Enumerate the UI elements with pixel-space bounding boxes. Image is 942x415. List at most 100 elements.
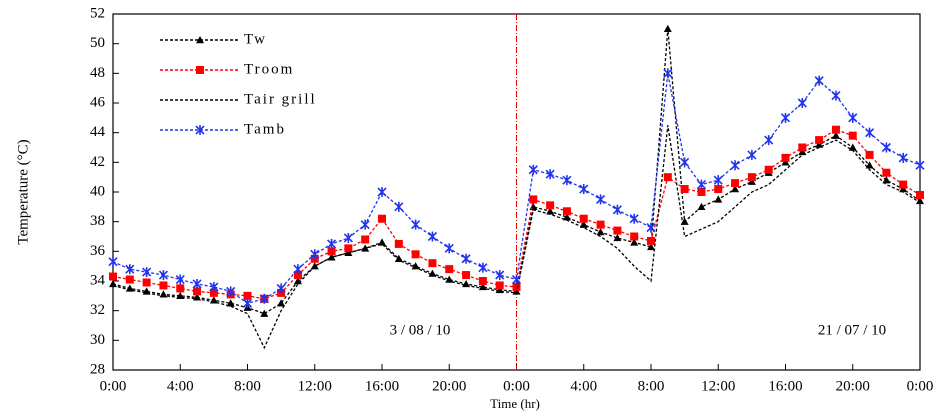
data-point xyxy=(764,135,774,146)
y-tick-label: 50 xyxy=(90,35,105,51)
data-point xyxy=(848,143,857,151)
data-point xyxy=(495,281,504,290)
series-line xyxy=(112,125,921,350)
legend-marker xyxy=(195,125,205,135)
data-point xyxy=(899,180,908,189)
data-point xyxy=(747,177,756,185)
data-point xyxy=(444,243,454,254)
data-point xyxy=(277,299,286,307)
data-point xyxy=(125,264,135,275)
data-point xyxy=(411,262,420,270)
y-tick-label: 44 xyxy=(90,124,106,140)
data-point xyxy=(176,284,185,293)
data-point xyxy=(462,271,471,280)
data-point xyxy=(545,169,555,180)
data-point xyxy=(595,194,606,205)
data-point xyxy=(730,160,740,171)
data-point xyxy=(630,238,639,246)
data-point xyxy=(781,158,790,166)
data-point xyxy=(629,213,639,224)
data-point xyxy=(596,220,605,229)
data-point xyxy=(797,98,807,108)
data-point xyxy=(546,201,555,210)
x-tick-label: 12:00 xyxy=(298,378,332,394)
data-point xyxy=(713,175,723,186)
data-point xyxy=(310,262,319,270)
data-point xyxy=(293,271,302,280)
x-tick-label: 0:00 xyxy=(503,378,530,394)
x-axis-label: Time (hr) xyxy=(490,396,540,411)
y-tick-label: 48 xyxy=(90,65,105,81)
data-point xyxy=(562,207,571,216)
data-point xyxy=(864,127,875,138)
x-tick-label: 0:00 xyxy=(907,378,934,394)
data-point xyxy=(293,264,303,275)
y-tick-label: 40 xyxy=(90,183,105,199)
y-tick-label: 34 xyxy=(90,272,106,288)
data-point xyxy=(596,228,605,236)
data-point xyxy=(579,184,589,195)
legend-label: Tw xyxy=(244,31,267,47)
data-point xyxy=(377,187,387,197)
data-point xyxy=(613,226,622,235)
y-tick-label: 36 xyxy=(90,243,106,259)
data-point xyxy=(780,112,791,123)
data-point xyxy=(360,219,370,230)
x-tick-label: 16:00 xyxy=(768,378,802,394)
data-point xyxy=(394,201,404,212)
data-point xyxy=(158,270,169,281)
data-point xyxy=(815,136,824,145)
data-point xyxy=(613,233,622,242)
y-tick-label: 38 xyxy=(90,213,105,229)
data-point xyxy=(478,262,488,273)
data-point xyxy=(243,291,252,300)
y-tick-label: 30 xyxy=(90,332,105,348)
data-point xyxy=(142,267,152,278)
y-tick-label: 28 xyxy=(90,361,105,377)
data-point xyxy=(529,202,538,211)
data-point xyxy=(361,235,370,244)
y-tick-label: 52 xyxy=(90,5,105,21)
data-point xyxy=(276,283,286,294)
data-point xyxy=(546,207,555,215)
legend-label: Troom xyxy=(244,61,294,77)
y-tick-label: 32 xyxy=(90,302,105,318)
data-point xyxy=(511,274,522,285)
data-point xyxy=(260,309,269,317)
data-point xyxy=(175,274,185,285)
data-point xyxy=(562,175,572,186)
data-point xyxy=(226,286,236,297)
data-point xyxy=(394,254,403,262)
legend-label: Tamb xyxy=(244,121,286,137)
x-tick-label: 16:00 xyxy=(365,378,399,394)
data-point xyxy=(528,164,538,175)
data-point xyxy=(411,250,420,259)
legend-marker xyxy=(196,66,204,74)
data-point xyxy=(109,272,117,281)
data-point xyxy=(831,90,841,101)
data-point xyxy=(848,131,857,140)
data-point xyxy=(646,222,656,233)
x-tick-label: 8:00 xyxy=(638,378,665,394)
x-tick-label: 8:00 xyxy=(234,378,261,394)
data-point xyxy=(916,196,924,205)
data-point xyxy=(495,270,505,281)
data-point xyxy=(731,185,740,193)
data-point xyxy=(831,125,840,134)
data-point xyxy=(764,165,773,174)
data-point xyxy=(478,277,487,285)
data-point xyxy=(411,219,421,230)
data-point xyxy=(663,68,673,79)
data-point xyxy=(327,247,336,256)
data-point xyxy=(445,265,454,274)
data-point xyxy=(159,281,168,290)
data-point xyxy=(714,195,723,203)
data-point xyxy=(680,185,689,194)
data-point xyxy=(310,249,320,260)
data-point xyxy=(663,173,672,182)
data-point xyxy=(193,287,202,296)
data-point xyxy=(899,185,908,193)
data-point xyxy=(478,282,487,291)
data-point xyxy=(125,275,134,284)
